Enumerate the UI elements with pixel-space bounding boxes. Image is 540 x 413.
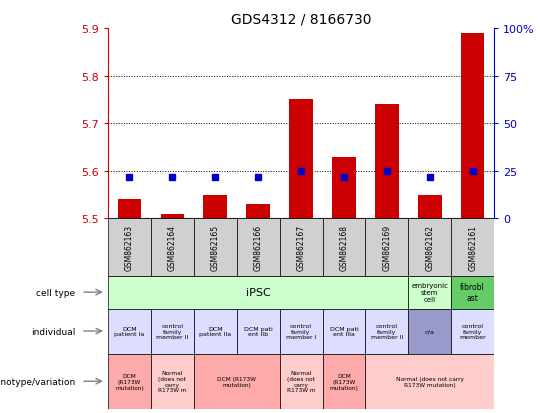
Bar [151, 354, 194, 409]
Bar [280, 309, 322, 354]
Bar [366, 219, 408, 276]
Bar [160, 214, 184, 219]
Text: control
family
member: control family member [460, 323, 486, 339]
Bar [108, 309, 151, 354]
Text: DCM
(R173W
mutation): DCM (R173W mutation) [329, 373, 359, 389]
Text: fibrobl
ast: fibrobl ast [460, 283, 485, 302]
Text: Normal
(does not
carry
R173W m: Normal (does not carry R173W m [158, 370, 187, 392]
Text: genotype/variation: genotype/variation [0, 377, 76, 386]
Text: GSM862164: GSM862164 [168, 225, 177, 271]
Bar [118, 200, 141, 219]
Bar [322, 354, 366, 409]
Bar [289, 100, 313, 219]
Text: GSM862168: GSM862168 [340, 225, 348, 271]
Text: control
family
member II: control family member II [370, 323, 403, 339]
Text: DCM pati
ent IIIa: DCM pati ent IIIa [329, 326, 359, 337]
Bar [204, 195, 227, 219]
Bar [237, 309, 280, 354]
Bar [332, 157, 356, 219]
Bar [237, 219, 280, 276]
Text: GSM862167: GSM862167 [296, 225, 306, 271]
Text: Normal
(does not
carry
R173W m: Normal (does not carry R173W m [287, 370, 315, 392]
Text: Normal (does not carry
R173W mutation): Normal (does not carry R173W mutation) [396, 376, 464, 387]
Text: individual: individual [31, 327, 76, 336]
Text: GSM862166: GSM862166 [254, 225, 262, 271]
Bar [194, 354, 280, 409]
Text: GSM862169: GSM862169 [382, 225, 392, 271]
Text: control
family
member I: control family member I [286, 323, 316, 339]
Bar [366, 309, 408, 354]
Bar [322, 309, 366, 354]
Bar [418, 195, 442, 219]
Bar [451, 219, 494, 276]
Bar [246, 204, 270, 219]
Text: cell type: cell type [37, 288, 76, 297]
Bar [461, 34, 484, 219]
Text: control
family
member II: control family member II [156, 323, 188, 339]
Bar [108, 276, 408, 309]
Text: n/a: n/a [425, 329, 435, 334]
Bar [280, 354, 322, 409]
Bar [108, 219, 151, 276]
Bar [151, 219, 194, 276]
Bar [451, 309, 494, 354]
Text: DCM pati
ent IIb: DCM pati ent IIb [244, 326, 273, 337]
Bar [280, 219, 322, 276]
Text: GSM862163: GSM862163 [125, 225, 134, 271]
Bar [322, 219, 366, 276]
Text: DCM
(R173W
mutation): DCM (R173W mutation) [115, 373, 144, 389]
Bar [151, 309, 194, 354]
Text: GSM862165: GSM862165 [211, 225, 220, 271]
Bar [375, 105, 399, 219]
Text: iPSC: iPSC [246, 287, 271, 297]
Bar [408, 309, 451, 354]
Text: GSM862162: GSM862162 [426, 225, 434, 271]
Text: GSM862161: GSM862161 [468, 225, 477, 271]
Text: embryonic
stem
cell: embryonic stem cell [411, 282, 448, 302]
Bar [451, 276, 494, 309]
Text: DCM
patient Ia: DCM patient Ia [114, 326, 145, 337]
Bar [194, 219, 237, 276]
Text: DCM
patient IIa: DCM patient IIa [199, 326, 231, 337]
Title: GDS4312 / 8166730: GDS4312 / 8166730 [231, 12, 372, 26]
Bar [108, 354, 151, 409]
Bar [408, 276, 451, 309]
Bar [408, 219, 451, 276]
Text: DCM (R173W
mutation): DCM (R173W mutation) [217, 376, 256, 387]
Bar [366, 354, 494, 409]
Bar [194, 309, 237, 354]
